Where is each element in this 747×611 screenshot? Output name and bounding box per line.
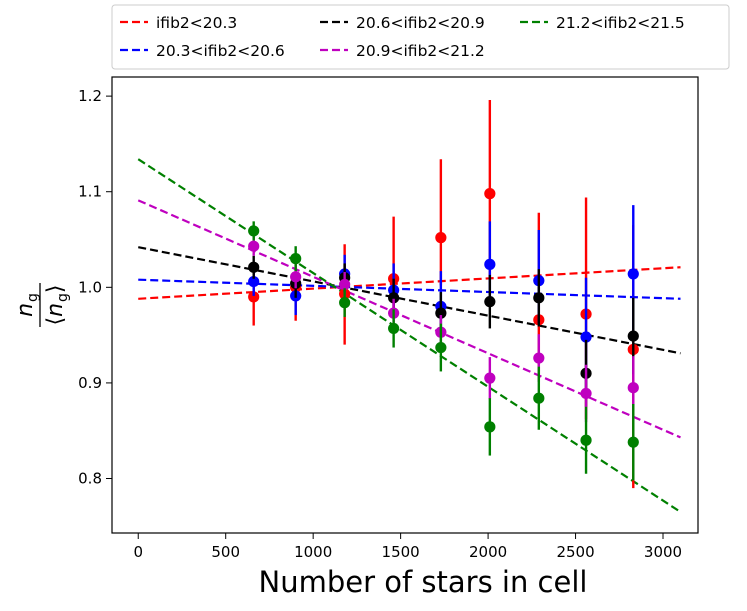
fit-line: [138, 246, 681, 355]
y-tick-label: 0.9: [78, 374, 102, 392]
data-point: [484, 372, 496, 384]
data-point: [627, 268, 639, 280]
series-points: [248, 221, 639, 481]
data-point: [533, 392, 545, 404]
x-tick-label: 2500: [556, 543, 594, 561]
legend-entry: 20.6<ifib2<20.9: [356, 14, 485, 32]
data-point: [627, 436, 639, 448]
data-point: [533, 352, 545, 364]
x-tick-label: 0: [133, 543, 143, 561]
fit-line: [138, 278, 681, 300]
data-point: [484, 188, 496, 200]
legend-entry: 21.2<ifib2<21.5: [556, 14, 685, 32]
y-tick-label: 1.0: [78, 278, 102, 296]
data-point: [248, 225, 260, 237]
x-tick-label: 3000: [644, 543, 682, 561]
data-point: [484, 296, 496, 308]
fit-line: [138, 266, 681, 300]
data-point: [435, 232, 447, 244]
data-point: [290, 271, 302, 283]
fit-line: [137, 158, 682, 513]
legend-entry: ifib2<20.3: [156, 14, 237, 32]
data-point: [248, 275, 260, 288]
y-tick-label: 0.8: [78, 470, 102, 488]
data-point: [580, 387, 592, 400]
data-point: [290, 253, 302, 265]
fit-lines: [137, 158, 682, 513]
x-tick-label: 1000: [294, 543, 332, 561]
data-point: [627, 382, 639, 394]
data-point: [248, 261, 260, 273]
legend: ifib2<20.3 20.3<ifib2<20.6 20.6<ifib2<20.9…: [111, 4, 730, 70]
legend-entry: 20.9<ifib2<21.2: [356, 42, 485, 60]
data-point: [248, 291, 260, 303]
data-point: [580, 331, 592, 343]
x-tick-label: 1500: [382, 543, 420, 561]
y-tick-label: 1.2: [78, 87, 102, 105]
data-point: [484, 258, 496, 270]
data-point: [339, 278, 351, 291]
data-point: [627, 330, 639, 342]
x-tick-label: 500: [211, 543, 240, 561]
y-axis-label: ng ⟨ng⟩: [13, 283, 71, 327]
y-label-numerator: ng: [13, 293, 41, 317]
y-axis: 0.8 0.9 1.0 1.1 1.2: [78, 87, 112, 488]
data-point: [580, 434, 592, 446]
plot-frame: [111, 76, 699, 534]
x-axis: 0 500 1000 1500 2000 2500 3000: [133, 533, 682, 561]
x-tick-label: 2000: [469, 543, 507, 561]
data-point: [484, 421, 496, 433]
data-point: [388, 322, 400, 335]
series-points: [248, 99, 639, 489]
y-tick-label: 1.1: [78, 183, 102, 201]
y-label-denominator: ⟨ng⟩: [43, 284, 71, 325]
data-point: [339, 297, 351, 309]
data-point: [388, 292, 400, 304]
legend-frame: [111, 4, 730, 70]
fit-line: [137, 199, 681, 439]
data-points: [248, 99, 639, 489]
data-point: [435, 307, 447, 319]
data-point: [435, 341, 447, 354]
data-point: [248, 240, 260, 252]
data-point: [533, 292, 545, 304]
x-axis-label: Number of stars in cell: [259, 565, 588, 599]
legend-entry: 20.3<ifib2<20.6: [156, 42, 285, 60]
